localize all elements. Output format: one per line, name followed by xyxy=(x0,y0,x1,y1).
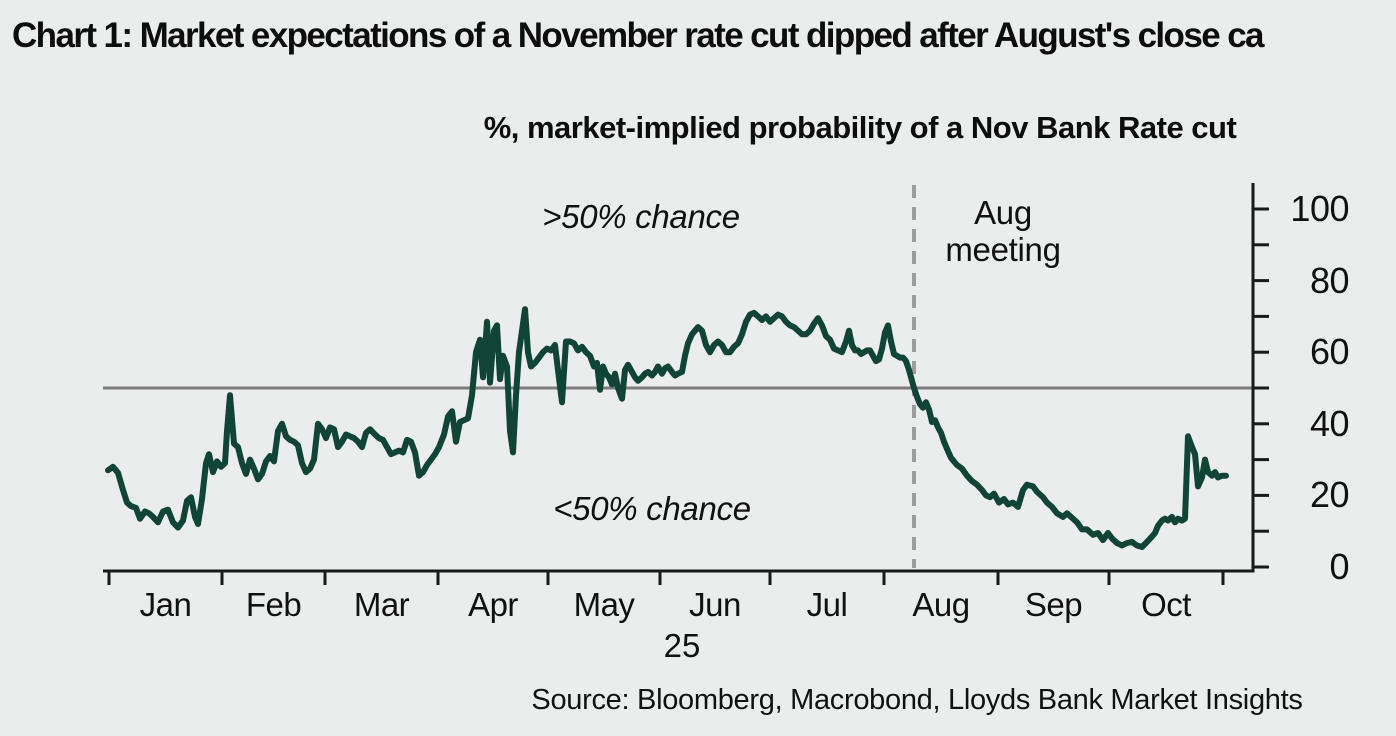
x-axis-month-label: Apr xyxy=(468,586,518,623)
x-axis-month-label: Jul xyxy=(806,586,848,623)
x-axis-month-label: Jun xyxy=(689,586,741,623)
annotation-aug-meeting-line2: meeting xyxy=(945,231,1061,268)
y-axis-tick-label: 80 xyxy=(1309,259,1350,301)
annotation-below-50: <50% chance xyxy=(553,490,751,527)
x-axis-month-label: Mar xyxy=(353,586,410,623)
y-axis-tick-label: 20 xyxy=(1309,474,1350,516)
annotation-above-50: >50% chance xyxy=(542,198,740,235)
y-axis-tick-label: 40 xyxy=(1309,402,1350,444)
axis-lines xyxy=(103,183,1255,573)
x-axis-month-label: Sep xyxy=(1024,586,1083,623)
y-axis-tick-label: 60 xyxy=(1309,331,1350,373)
annotation-aug-meeting: Aug meeting xyxy=(945,194,1061,268)
y-axis-tick-label: 100 xyxy=(1290,188,1349,229)
x-axis-year-label: 25 xyxy=(663,627,701,664)
x-axis-month-label: May xyxy=(573,586,635,623)
y-axis-tick-label: 0 xyxy=(1329,546,1349,587)
x-axis-month-label: Feb xyxy=(245,586,302,623)
chart-title: Chart 1: Market expectations of a Novemb… xyxy=(12,16,1265,55)
annotation-aug-meeting-line1: Aug xyxy=(974,194,1032,231)
probability-series-line xyxy=(105,306,1229,550)
x-axis-month-label: Oct xyxy=(1141,586,1191,623)
source-note: Source: Bloomberg, Macrobond, Lloyds Ban… xyxy=(531,684,1303,716)
chart-subtitle: %, market-implied probability of a Nov B… xyxy=(483,110,1237,145)
x-axis-month-label: Jan xyxy=(139,586,192,623)
x-axis-month-label: Aug xyxy=(912,586,970,623)
